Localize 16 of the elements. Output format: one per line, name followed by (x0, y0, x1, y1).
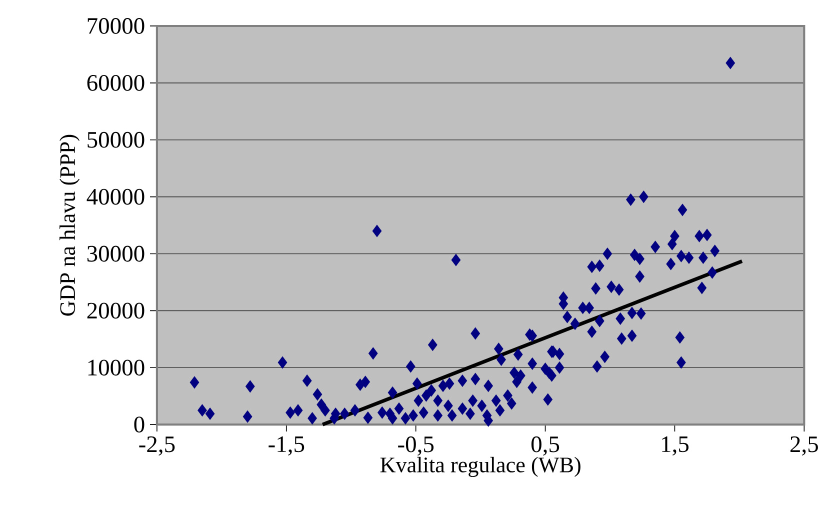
x-tick-label: -2,5 (139, 436, 175, 456)
y-tick-label: 40000 (86, 188, 144, 205)
y-tick-label: 70000 (88, 18, 144, 34)
y-tick-label: 30000 (87, 246, 144, 262)
x-tick-label: 2,5 (790, 436, 818, 456)
x-tick-label: -1,5 (268, 436, 304, 456)
y-axis-title: GDP na hlavu (PPP) (60, 134, 80, 316)
x-tick-label: 0,5 (531, 436, 560, 456)
y-tick-label: 50000 (88, 132, 144, 148)
x-axis-title: Kvalita regulace (WB) (380, 456, 580, 477)
y-tick-label: 0 (134, 416, 144, 433)
y-tick-label: 60000 (87, 74, 144, 91)
x-tick-label: 1,5 (662, 436, 689, 456)
x-tick-label: -0,5 (398, 436, 434, 456)
y-tick-label: 10000 (88, 360, 144, 376)
y-tick-label: 20000 (87, 302, 144, 319)
